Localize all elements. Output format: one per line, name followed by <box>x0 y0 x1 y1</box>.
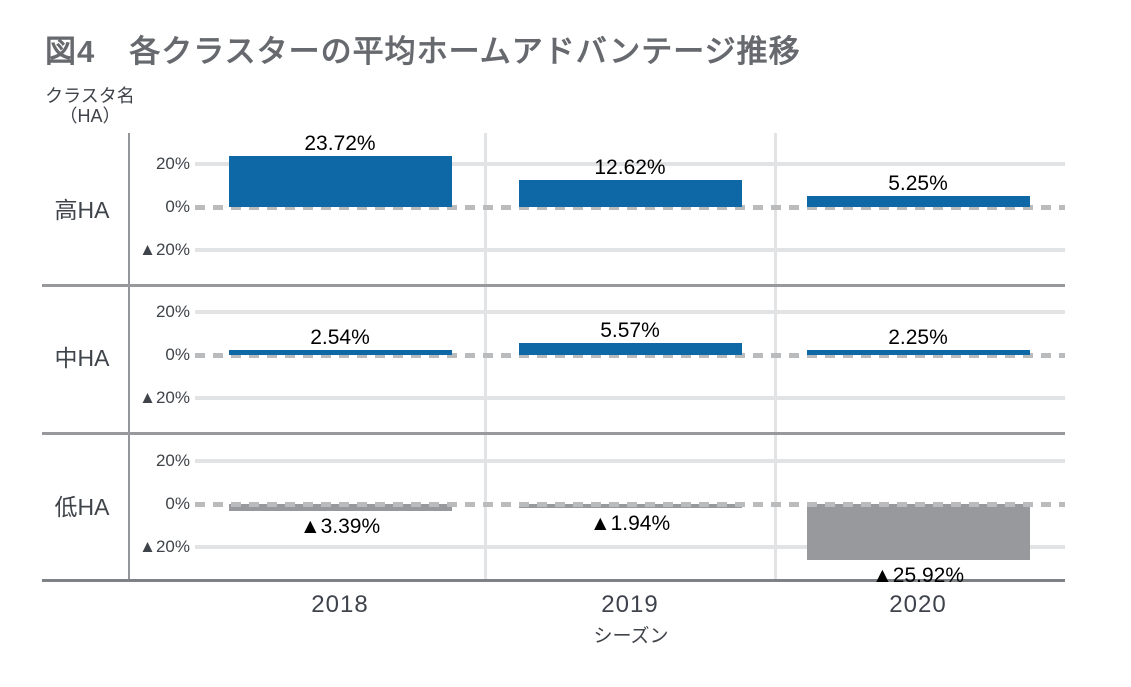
panel-label-3: 低HA <box>54 494 110 520</box>
bar-中HA-2019 <box>518 343 742 355</box>
y-tick-label: 20% <box>155 451 190 470</box>
gridline-minus20 <box>195 545 1065 549</box>
gridline-plus20 <box>195 459 1065 463</box>
bar-低HA-2020 <box>806 504 1030 560</box>
gridline-plus20 <box>195 162 1065 166</box>
x-tick-label-2020: 2020 <box>889 591 947 618</box>
value-label: 12.62% <box>594 155 666 179</box>
zero-dashed-line <box>195 353 1065 358</box>
y-tick-label: 0% <box>165 197 190 216</box>
figure-number: 図4 <box>45 34 96 69</box>
y-axis-title-line2: （HA） <box>59 106 121 126</box>
x-tick-label-2018: 2018 <box>311 591 369 618</box>
y-tick-label: ▲20% <box>139 388 190 407</box>
gridline-minus20 <box>195 248 1065 252</box>
y-tick-label: ▲20% <box>139 240 190 259</box>
value-label: 5.57% <box>600 319 660 343</box>
y-axis-title-line1: クラスタ名 <box>45 86 135 106</box>
figure-title: 図4 各クラスターの平均ホームアドバンテージ推移 <box>45 26 801 71</box>
x-axis-title: シーズン <box>593 626 669 647</box>
figure-title-text: 各クラスターの平均ホームアドバンテージ推移 <box>129 34 801 69</box>
bar-中HA-2020 <box>806 350 1030 355</box>
gridline-plus20 <box>195 310 1065 314</box>
y-tick-label: ▲20% <box>139 537 190 556</box>
value-label: ▲1.94% <box>589 512 671 536</box>
value-label: ▲25.92% <box>871 563 964 587</box>
bar-中HA-2018 <box>228 349 452 355</box>
y-axis-title: クラスタ名 （HA） <box>34 86 146 126</box>
value-label: 5.25% <box>888 171 948 195</box>
bar-低HA-2018 <box>228 504 452 512</box>
row-divider-line <box>42 432 1065 435</box>
x-axis-line <box>42 579 1065 582</box>
value-label: 23.72% <box>304 132 376 155</box>
y-tick-label: 0% <box>165 345 190 364</box>
y-axis-line <box>128 133 130 580</box>
panel-label-1: 高HA <box>54 197 110 223</box>
x-tick-label-2019: 2019 <box>601 591 659 618</box>
bar-高HA-2019 <box>518 179 742 207</box>
value-label: 2.25% <box>888 326 948 350</box>
gridline-minus20 <box>195 396 1065 400</box>
y-tick-label: 0% <box>165 494 190 513</box>
y-tick-label: 20% <box>155 154 190 173</box>
value-label: 2.54% <box>310 325 370 349</box>
zero-dashed-line <box>195 205 1065 210</box>
y-tick-label: 20% <box>155 302 190 321</box>
zero-dashed-line <box>195 502 1065 507</box>
bar-高HA-2020 <box>806 195 1030 207</box>
row-divider-line <box>42 284 1065 287</box>
value-label: ▲3.39% <box>299 515 381 539</box>
bar-高HA-2018 <box>228 156 452 207</box>
panel-label-2: 中HA <box>54 345 110 371</box>
